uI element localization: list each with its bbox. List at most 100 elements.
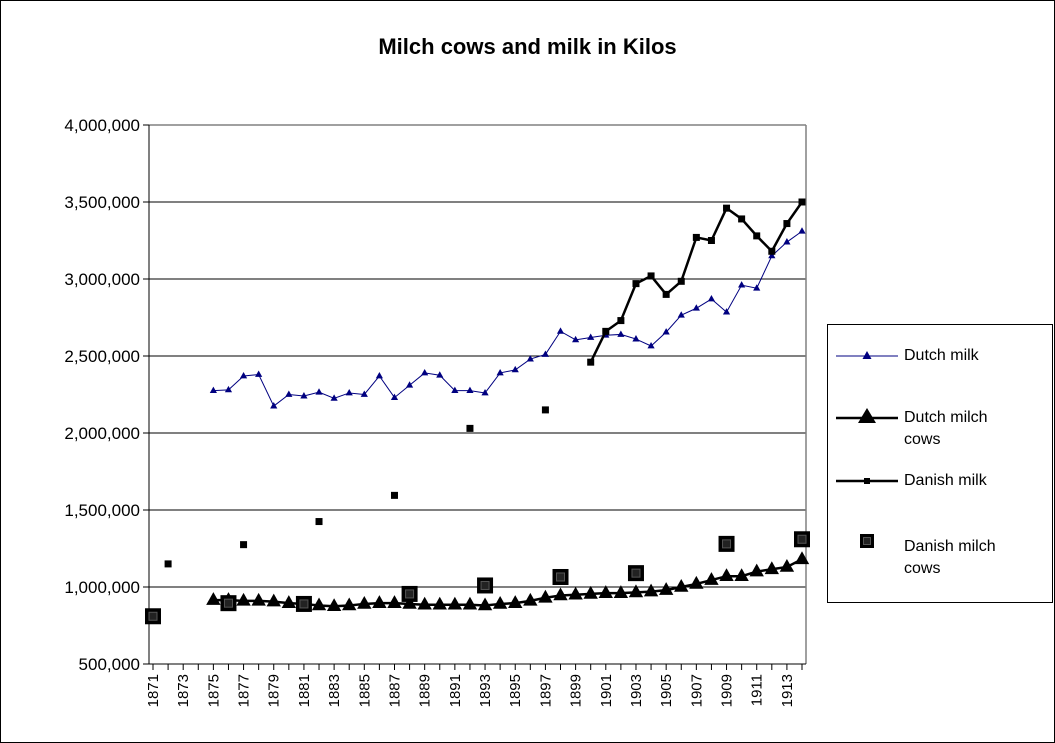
point-danish-cows [145,608,161,625]
point-dutch-cows [553,587,568,601]
series-line-dutch-milk [213,230,803,407]
gridlines [149,124,806,588]
point-danish-milk [315,518,323,526]
point-dutch-milk [466,386,474,394]
point-dutch-cows [613,585,629,598]
point-dutch-milk [285,390,293,397]
point-dutch-cows [538,589,553,603]
y-tick-label: 2,500,000 [64,347,140,366]
point-danish-cows-inner [480,580,490,590]
point-danish-milk [738,215,746,223]
point-danish-cows-inner [797,534,807,544]
point-dutch-milk [511,365,519,373]
point-dutch-cows [523,592,538,606]
point-dutch-milk [541,350,550,357]
point-dutch-milk [707,295,716,302]
point-dutch-milk [798,227,806,234]
legend-label-dutch-cows-line2: cows [904,431,941,448]
point-dutch-cows [326,598,342,612]
point-danish-cows-inner [299,599,309,609]
point-dutch-milk [481,388,489,396]
point-danish-milk [164,560,172,568]
point-dutch-cows [281,595,297,608]
point-dutch-cows [266,593,281,607]
point-dutch-milk [300,392,308,399]
point-dutch-milk [768,251,776,259]
point-danish-cows-inner [223,598,233,608]
point-danish-milk [677,277,685,285]
legend-label-dutch-milk: Dutch milk [904,347,979,364]
x-tick-label: 1871 [145,674,162,707]
point-dutch-milk [662,328,670,335]
point-dutch-cows [658,582,674,595]
y-tick-label: 1,500,000 [64,501,140,520]
point-dutch-milk [421,368,429,376]
point-dutch-milk [255,370,263,377]
x-tick-label: 1893 [477,674,494,707]
point-dutch-cows [749,563,764,577]
legend-label-danish-cows-line2: cows [904,560,941,577]
point-dutch-cows [628,584,644,598]
point-dutch-milk [239,372,248,379]
point-dutch-cows [794,551,810,565]
point-danish-cows-inner [148,611,158,621]
x-tick-label: 1881 [296,674,313,707]
x-tick-label: 1897 [537,674,554,707]
legend-item-danish-cows: Danish milch cows [828,522,1052,577]
point-dutch-cows [417,596,432,610]
point-dutch-milk [345,388,353,396]
axes: 500,000 1,000,000 1,500,000 2,000,000 2,500,… [64,116,807,707]
legend-symbol-danish-cows [860,534,874,548]
x-tick-label: 1885 [356,674,373,707]
x-tick-label: 1899 [568,674,585,707]
point-dutch-milk [572,335,580,343]
y-tick-label: 3,000,000 [64,270,140,289]
point-danish-milk [723,204,731,212]
point-danish-milk [466,424,474,432]
point-danish-milk [707,237,715,244]
x-tick-label: 1887 [386,674,403,707]
point-dutch-milk [405,381,414,388]
point-dutch-milk [375,372,383,379]
x-tick-label: 1875 [205,674,222,707]
point-dutch-milk [692,304,700,311]
point-danish-milk [617,317,625,325]
point-dutch-milk [330,394,338,401]
point-dutch-cows [719,568,734,582]
point-danish-milk [587,358,595,366]
legend-item-dutch-milk: Dutch milk [828,337,1052,387]
point-dutch-cows [508,595,523,608]
point-dutch-cows [689,575,704,589]
point-danish-milk [240,541,248,549]
point-dutch-cows [598,585,613,598]
point-dutch-cows [477,597,493,611]
point-danish-milk [632,280,640,288]
legend-symbol-dutch-cows [836,408,898,423]
point-dutch-cows [342,597,357,611]
point-danish-milk [768,247,776,255]
legend-label-dutch-cows: Dutch milch cows [904,407,1044,451]
point-dutch-milk [209,386,217,394]
point-dutch-cows [704,572,719,585]
point-dutch-cows [492,595,508,609]
point-danish-milk [541,406,549,414]
point-danish-cows-inner [631,568,641,578]
point-dutch-cows [206,592,221,605]
point-danish-milk [783,220,791,228]
x-tick-label: 1873 [175,674,192,707]
legend: Dutch milk Dutch milch cows Danish milk … [827,324,1053,603]
point-danish-cows-inner [556,572,566,582]
point-dutch-cows [357,595,372,609]
point-dutch-milk [360,390,368,397]
point-dutch-milk [496,368,504,376]
point-dutch-milk [783,238,791,245]
y-tick-label: 500,000 [79,655,140,674]
x-tick-label: 1905 [658,674,675,707]
x-tick-label: 1889 [417,674,434,707]
point-danish-milk [662,290,670,298]
point-dutch-milk [556,327,565,334]
point-dutch-cows [583,585,598,599]
point-danish-cows [401,585,418,602]
legend-label-dutch-cows-line1: Dutch milch [904,409,988,426]
